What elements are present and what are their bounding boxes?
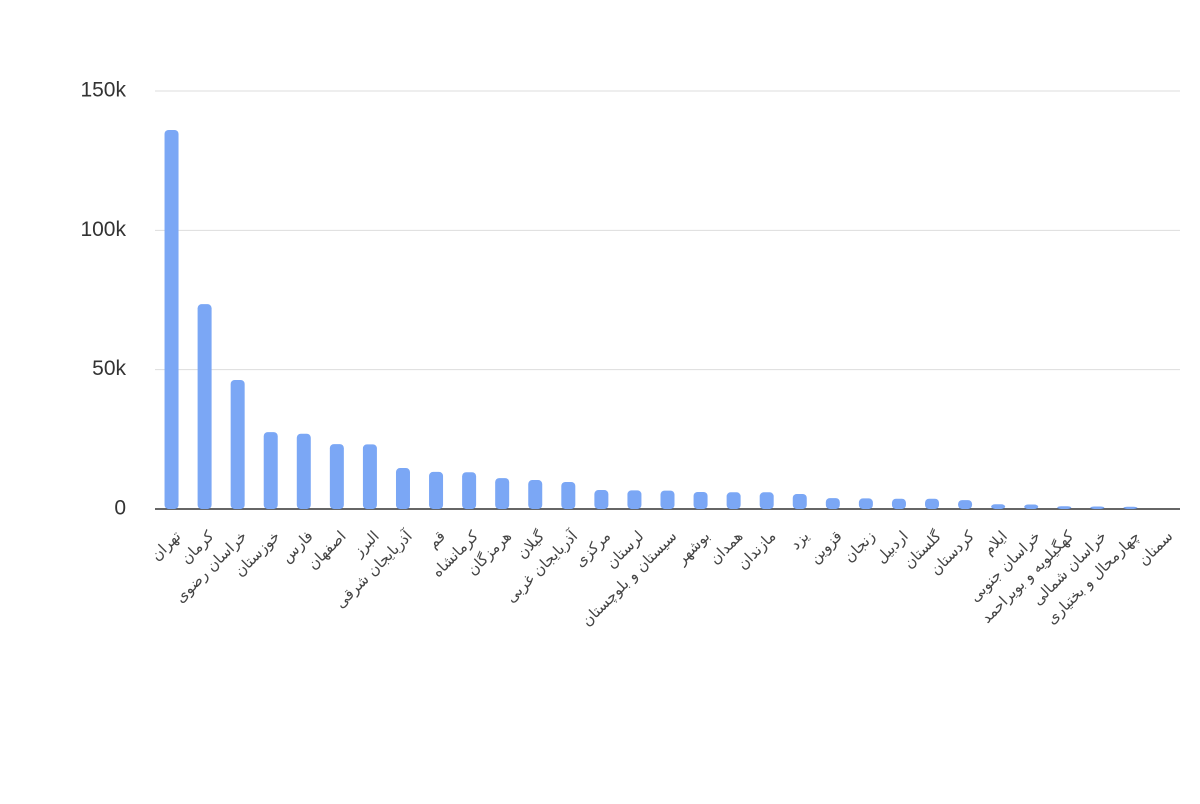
bar	[561, 481, 576, 509]
bar	[991, 504, 1006, 509]
x-tick-label: یزد	[786, 527, 812, 553]
x-tick-label: سمنان	[1134, 527, 1176, 569]
y-tick-label: 100k	[80, 218, 126, 241]
bar	[362, 444, 377, 509]
bar	[858, 498, 873, 509]
x-tick-label: بوشهر	[672, 527, 713, 568]
bar	[627, 490, 642, 509]
bar	[1024, 504, 1039, 509]
bar	[792, 493, 807, 509]
bar	[891, 498, 906, 509]
bar	[759, 492, 774, 509]
bar	[462, 472, 477, 509]
bar	[395, 468, 410, 509]
bar	[958, 500, 973, 509]
x-tick-label: قم	[424, 527, 449, 552]
bar	[660, 490, 675, 509]
bar	[329, 444, 344, 509]
bar	[429, 471, 444, 509]
bar	[1057, 506, 1072, 509]
bar	[296, 433, 311, 509]
bar	[1123, 506, 1138, 509]
bar	[495, 478, 510, 509]
bar	[263, 432, 278, 509]
bar	[164, 130, 179, 509]
y-tick-label: 50k	[92, 357, 126, 380]
bar	[825, 498, 840, 509]
bar	[197, 304, 212, 509]
y-tick-label: 150k	[80, 79, 126, 102]
bar	[925, 498, 940, 509]
x-tick-label: تهران	[147, 527, 184, 564]
bar	[528, 480, 543, 509]
bar	[693, 492, 708, 509]
bar	[230, 379, 245, 509]
x-tick-label: قزوین	[806, 527, 846, 567]
bar	[1090, 506, 1105, 509]
x-tick-label: زنجان	[840, 527, 879, 566]
bar	[726, 492, 741, 509]
bar	[594, 490, 609, 509]
y-tick-label: 0	[114, 497, 126, 520]
